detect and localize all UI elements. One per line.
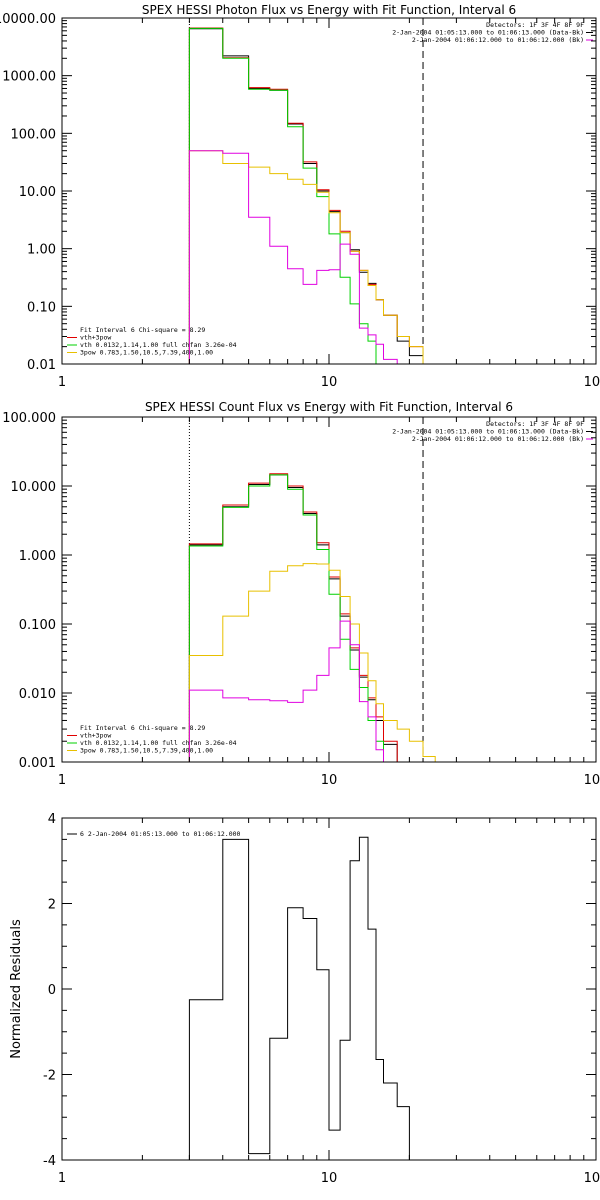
residuals-legend-label: 6 2-Jan-2004 01:05:13.000 to 01:06:12.00… <box>80 830 241 838</box>
y-tick-label: 1000.00 <box>2 70 56 85</box>
y-tick-label: 10.000 <box>11 480 57 495</box>
y-tick-label: 10.00 <box>19 185 56 200</box>
green-series-line <box>188 474 449 763</box>
yellow-series-line <box>188 150 436 365</box>
photon-flux-panel: SPEX HESSI Photon Flux vs Energy with Fi… <box>0 3 600 390</box>
x-tick-label: 1 <box>58 773 66 788</box>
black-series-line <box>188 474 449 763</box>
red-series-line <box>188 473 449 763</box>
x-tick-label: 1 <box>58 375 66 390</box>
x-tick-label: 100 <box>584 375 600 390</box>
count-flux-title: SPEX HESSI Count Flux vs Energy with Fit… <box>145 400 513 414</box>
detectors-label: Detectors: 1F 3F 4F 8F 9F <box>486 21 584 29</box>
residuals-y-axis-label: Normalized Residuals <box>9 919 24 1059</box>
photon-flux-title: SPEX HESSI Photon Flux vs Energy with Fi… <box>142 3 516 17</box>
legend-thermal-model: vth 0.0132,1.14,1.00 full chfan 3.26e-04 <box>80 341 237 349</box>
black-series-line <box>188 28 436 365</box>
y-tick-label: 100.00 <box>11 127 57 142</box>
magenta-series-line <box>188 150 436 365</box>
x-tick-label: 10 <box>321 375 338 390</box>
y-tick-label: -2 <box>43 1069 56 1084</box>
legend-total-model: vth+3pow <box>80 732 111 740</box>
x-tick-label: 100 <box>584 773 600 788</box>
y-tick-label: 0.001 <box>19 756 56 771</box>
red-series-line <box>188 27 436 365</box>
magenta-series-line <box>188 620 449 763</box>
y-tick-label: 10000.00 <box>0 12 56 27</box>
count-flux-panel: SPEX HESSI Count Flux vs Energy with Fit… <box>2 400 600 788</box>
x-tick-label: 10 <box>321 773 338 788</box>
black-series-line <box>188 836 423 1161</box>
y-tick-label: 1.00 <box>27 243 56 258</box>
green-series-line <box>188 27 436 365</box>
x-tick-label: 1 <box>58 1171 66 1186</box>
legend-thermal-model: vth 0.0132,1.14,1.00 full chfan 3.26e-04 <box>80 739 237 747</box>
legend-total-model: vth+3pow <box>80 334 111 342</box>
y-tick-label: 0.100 <box>19 618 56 633</box>
data-interval-label: 2-Jan-2004 01:05:13.000 to 01:06:13.000 … <box>392 428 584 436</box>
y-tick-label: 4 <box>48 812 56 827</box>
y-tick-label: 0.010 <box>19 687 56 702</box>
background-interval-label: 2-Jan-2004 01:06:12.000 to 01:06:12.000 … <box>412 435 584 443</box>
x-tick-label: 10 <box>321 1171 338 1186</box>
legend-power-law-model: 3pow 0.783,1.50,10.5,7.39,400,1.00 <box>80 747 213 755</box>
y-tick-label: 2 <box>48 898 56 913</box>
y-tick-label: 0.01 <box>27 358 56 373</box>
y-tick-label: 1.000 <box>19 549 56 564</box>
legend-power-law-model: 3pow 0.783,1.50,10.5,7.39,400,1.00 <box>80 349 213 357</box>
background-interval-label: 2-Jan-2004 01:06:12.000 to 01:06:12.000 … <box>412 36 584 44</box>
fit-interval-label: Fit Interval 6 Chi-square = 8.29 <box>80 326 205 334</box>
fit-interval-label: Fit Interval 6 Chi-square = 8.29 <box>80 724 205 732</box>
y-tick-label: 0.10 <box>27 300 56 315</box>
detectors-label: Detectors: 1F 3F 4F 8F 9F <box>486 420 584 428</box>
y-tick-label: -4 <box>43 1154 56 1169</box>
y-tick-label: 0 <box>48 983 56 998</box>
y-tick-label: 100.000 <box>2 411 56 426</box>
x-tick-label: 100 <box>584 1171 600 1186</box>
data-interval-label: 2-Jan-2004 01:05:13.000 to 01:06:13.000 … <box>392 29 584 37</box>
residuals-panel: 1 10 100 -4 -2 0 2 4 Normalized Residuals 6 2-J… <box>9 812 600 1186</box>
yellow-series-line <box>188 563 449 763</box>
